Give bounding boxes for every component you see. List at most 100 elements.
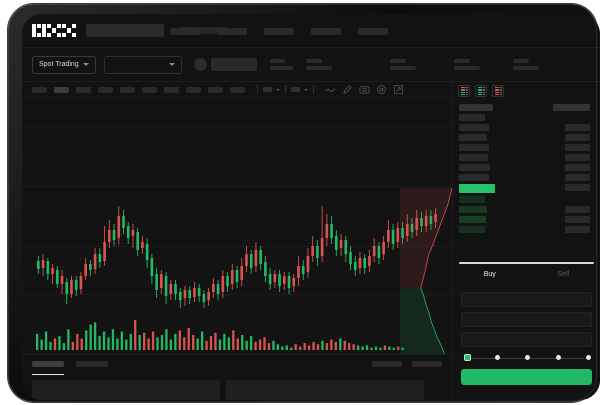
trade-order-form <box>453 286 600 363</box>
chevron-down-icon <box>276 88 280 91</box>
trade-side-tabs: Buy Sell <box>453 268 600 286</box>
indicators-select[interactable] <box>291 87 308 92</box>
nav-item-1[interactable] <box>170 28 200 35</box>
order-price-field[interactable] <box>461 292 592 307</box>
ticker-stat-label <box>305 59 322 63</box>
orders-action-0[interactable] <box>372 361 402 367</box>
orderbook-ask-row[interactable] <box>459 142 594 152</box>
okx-logo-icon[interactable] <box>32 23 76 38</box>
buy-submit-button[interactable] <box>461 369 592 385</box>
camera-snapshot-icon[interactable] <box>359 84 370 95</box>
timeframe-button-2[interactable] <box>76 86 91 93</box>
tab-buy[interactable]: Buy <box>453 268 527 286</box>
tab-sell[interactable]: Sell <box>527 268 601 286</box>
ticker-stat-value <box>389 66 416 70</box>
orderbook-bids-icon[interactable] <box>475 85 487 97</box>
nav-item-0[interactable] <box>180 27 227 34</box>
header-nav <box>170 28 388 35</box>
slider-step-100[interactable] <box>586 355 591 360</box>
orders-tab-1[interactable] <box>76 361 108 367</box>
orderbook-highlighted-row[interactable] <box>459 182 594 194</box>
line-chart-icon[interactable] <box>325 84 336 95</box>
market-type-label: Spot Trading <box>39 61 79 68</box>
drawing-pencil-icon[interactable] <box>342 84 353 95</box>
ticker-stat-2 <box>389 59 416 70</box>
okx-trading-app: Spot Trading <box>22 14 600 400</box>
timeframe-button-7[interactable] <box>186 86 201 93</box>
timeframe-button-3[interactable] <box>98 86 113 93</box>
orders-content <box>32 380 442 400</box>
order-amount-field[interactable] <box>461 312 592 327</box>
highlight-bar <box>459 183 495 193</box>
ticker-stat-label <box>269 59 285 63</box>
timeframe-button-6[interactable] <box>164 86 179 93</box>
market-type-select[interactable]: Spot Trading <box>32 55 96 74</box>
timeframe-button-8[interactable] <box>208 86 223 93</box>
gridline <box>22 246 452 247</box>
last-price-value <box>210 58 257 71</box>
ticker-stat-3 <box>453 59 480 70</box>
top-header-bar <box>22 14 600 48</box>
toolbar-divider <box>313 85 314 94</box>
orderbook-bid-row[interactable] <box>459 204 594 214</box>
indicators-value <box>291 87 300 92</box>
depth-chart-overlay <box>400 188 452 354</box>
ticker-stat-value <box>269 66 293 70</box>
timeframe-button-9[interactable] <box>230 86 245 93</box>
chart-type-value <box>263 87 272 92</box>
slider-step-50[interactable] <box>525 355 530 360</box>
trading-pair-select[interactable] <box>103 55 182 74</box>
slider-handle[interactable] <box>464 354 471 361</box>
nav-item-2[interactable] <box>217 28 247 35</box>
line-group <box>465 86 468 96</box>
coin-avatar <box>193 58 207 71</box>
ticker-stat-0 <box>269 59 293 70</box>
slider-step-75[interactable] <box>556 355 561 360</box>
orders-action-1[interactable] <box>412 361 442 367</box>
toolbar-divider <box>257 85 258 94</box>
orderbook-asks-icon[interactable] <box>492 85 504 97</box>
price-chart[interactable] <box>22 98 452 354</box>
order-total-field[interactable] <box>461 332 592 347</box>
orderbook-ask-row[interactable] <box>459 112 594 122</box>
orders-content-block-1[interactable] <box>226 380 424 400</box>
fullscreen-icon[interactable] <box>393 84 404 95</box>
timeframe-button-0[interactable] <box>32 86 47 93</box>
orderbook-both-icon[interactable] <box>458 85 470 97</box>
orders-content-block-0[interactable] <box>32 380 220 400</box>
nav-item-3[interactable] <box>264 28 294 35</box>
gridline <box>22 186 452 187</box>
timeframe-button-5[interactable] <box>142 86 157 93</box>
orderbook-ask-row[interactable] <box>459 132 594 142</box>
bar-group <box>494 86 499 96</box>
chevron-down-icon <box>168 63 175 66</box>
orderbook-bid-row[interactable] <box>459 224 594 234</box>
amount-slider[interactable] <box>463 353 591 363</box>
timeframe-button-4[interactable] <box>120 86 135 93</box>
nav-item-4[interactable] <box>311 28 341 35</box>
nav-item-5[interactable] <box>358 28 388 35</box>
ticker-stat-4 <box>512 59 539 70</box>
global-search-input[interactable] <box>86 24 164 37</box>
chart-type-select[interactable] <box>263 87 280 92</box>
gridline <box>22 294 452 295</box>
timeframe-button-1[interactable] <box>54 86 69 93</box>
orders-tab-0[interactable] <box>32 361 64 367</box>
settings-gear-icon[interactable] <box>376 84 387 95</box>
orderbook-ask-row[interactable] <box>459 162 594 172</box>
orderbook-ask-row[interactable] <box>459 172 594 182</box>
bar-group <box>477 86 482 96</box>
orderbook-mode-switcher <box>453 82 600 100</box>
tab-sell-label: Sell <box>557 271 570 278</box>
tablet-device-frame: Spot Trading <box>8 4 600 402</box>
chart-toolbar <box>22 82 600 98</box>
orderbook-col-amount <box>553 103 590 111</box>
orderbook-ask-row[interactable] <box>459 122 594 132</box>
orderbook[interactable] <box>453 100 600 260</box>
orders-tabs <box>32 355 442 375</box>
slider-step-25[interactable] <box>495 355 500 360</box>
orderbook-bid-row[interactable] <box>459 194 594 204</box>
highlight-amount <box>565 183 590 191</box>
orderbook-ask-row[interactable] <box>459 152 594 162</box>
orderbook-bid-row[interactable] <box>459 214 594 224</box>
